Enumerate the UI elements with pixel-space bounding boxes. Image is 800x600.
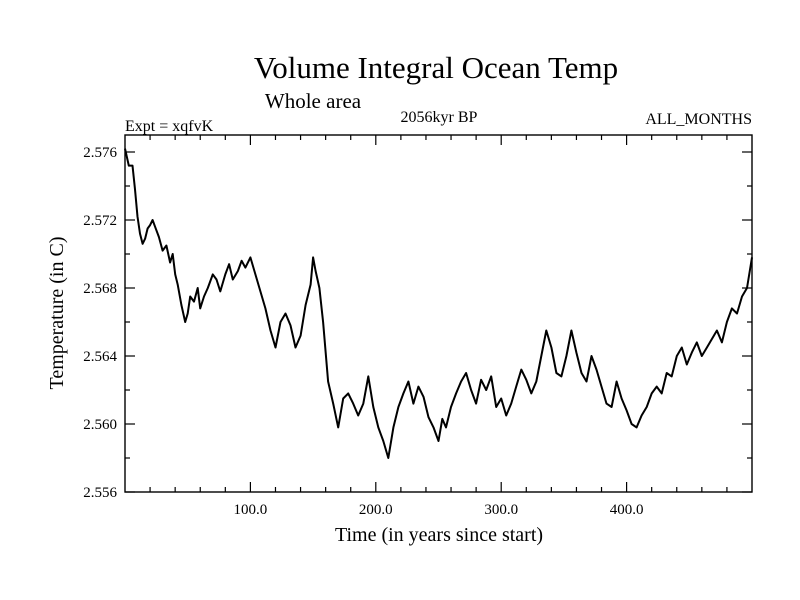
y-tick-label: 2.572 bbox=[83, 213, 117, 229]
y-axis-ticks: 2.556 2.560 2.564 2.568 2.572 2.576 bbox=[83, 145, 752, 501]
y-tick-label: 2.564 bbox=[83, 349, 117, 365]
y-tick-label: 2.568 bbox=[83, 281, 117, 297]
x-tick-label: 100.0 bbox=[234, 502, 268, 518]
period-label: 2056kyr BP bbox=[401, 109, 478, 126]
experiment-label: Expt = xqfvK bbox=[125, 118, 214, 135]
x-axis-ticks: 100.0 200.0 300.0 400.0 bbox=[149, 135, 728, 518]
x-tick-label: 400.0 bbox=[610, 502, 644, 518]
plot-frame bbox=[124, 134, 753, 493]
y-tick-label: 2.576 bbox=[83, 145, 117, 161]
x-tick-label: 300.0 bbox=[484, 502, 518, 518]
x-axis-label: Time (in years since start) bbox=[335, 524, 543, 546]
y-tick-label: 2.560 bbox=[83, 417, 117, 433]
x-tick-label: 200.0 bbox=[359, 502, 393, 518]
chart-subtitle: Whole area bbox=[265, 89, 362, 113]
months-label: ALL_MONTHS bbox=[645, 111, 752, 128]
y-axis-label: Temperature (in C) bbox=[46, 237, 68, 390]
y-tick-label: 2.556 bbox=[83, 485, 117, 501]
chart-title: Volume Integral Ocean Temp bbox=[254, 50, 618, 85]
temperature-series-line bbox=[124, 148, 753, 459]
